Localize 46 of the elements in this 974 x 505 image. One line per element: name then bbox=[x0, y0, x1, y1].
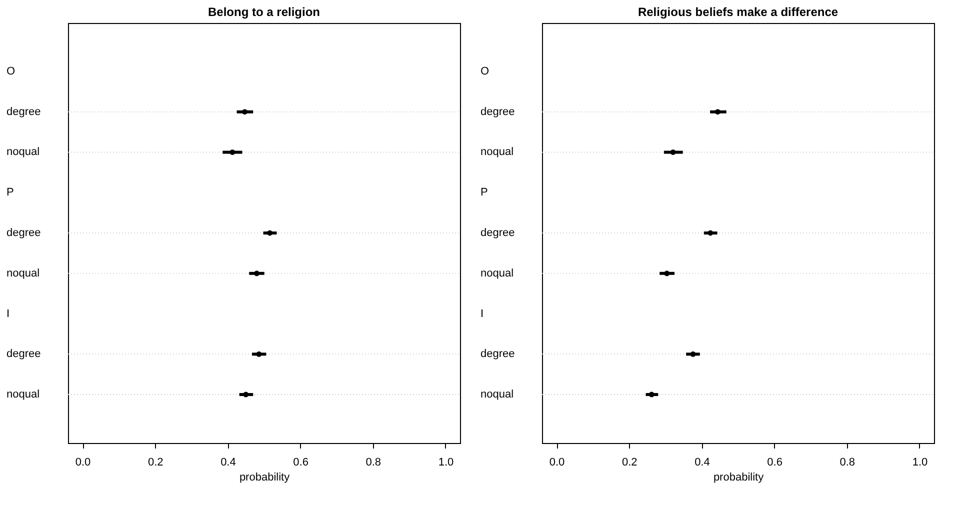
y-tick-label: noqual bbox=[6, 146, 40, 158]
x-tick-label: 0.6 bbox=[293, 456, 308, 468]
point bbox=[648, 392, 654, 398]
y-tick-label: noqual bbox=[6, 388, 40, 401]
y-tick-label: noqual bbox=[480, 388, 514, 401]
x-tick-label: 0.0 bbox=[75, 456, 91, 468]
y-tick-label: P bbox=[6, 186, 14, 199]
y-tick-label: O bbox=[6, 65, 16, 78]
point bbox=[714, 109, 720, 115]
x-tick-label: 1.0 bbox=[912, 456, 928, 468]
y-tick-label: noqual bbox=[480, 267, 514, 280]
y-tick-label: degree bbox=[480, 106, 515, 118]
x-tick-label: 0.6 bbox=[767, 456, 782, 468]
x-tick-label: 0.4 bbox=[694, 456, 710, 468]
y-tick-label: degree bbox=[480, 348, 515, 360]
y-tick-label: I bbox=[6, 308, 10, 320]
y-tick-label: degree bbox=[480, 227, 515, 239]
point bbox=[708, 230, 714, 236]
y-tick-label: O bbox=[480, 65, 490, 78]
y-tick-label: degree bbox=[6, 348, 41, 360]
point bbox=[243, 392, 249, 398]
y-tick-label: noqual bbox=[480, 146, 514, 158]
point bbox=[690, 351, 696, 357]
point bbox=[242, 109, 248, 115]
chart-title: Religious beliefs make a difference bbox=[638, 5, 838, 19]
point bbox=[254, 270, 260, 276]
point bbox=[664, 270, 670, 276]
x-tick-label: 0.8 bbox=[840, 456, 856, 468]
point bbox=[230, 149, 236, 155]
x-tick-label: 0.0 bbox=[549, 456, 565, 468]
x-axis-title: probability bbox=[239, 472, 290, 484]
y-tick-label: noqual bbox=[6, 267, 40, 280]
x-axis-title: probability bbox=[713, 472, 764, 484]
point bbox=[267, 230, 273, 236]
point bbox=[670, 149, 676, 155]
chart-title: Belong to a religion bbox=[208, 5, 320, 19]
x-tick-label: 0.2 bbox=[622, 456, 638, 468]
y-tick-label: I bbox=[480, 308, 484, 320]
x-tick-label: 0.2 bbox=[148, 456, 164, 468]
x-tick-label: 0.4 bbox=[220, 456, 236, 468]
y-tick-label: degree bbox=[6, 106, 41, 118]
y-tick-label: degree bbox=[6, 227, 41, 239]
x-tick-label: 1.0 bbox=[438, 456, 454, 468]
x-tick-label: 0.8 bbox=[366, 456, 382, 468]
point bbox=[256, 351, 262, 357]
y-tick-label: P bbox=[480, 186, 488, 199]
